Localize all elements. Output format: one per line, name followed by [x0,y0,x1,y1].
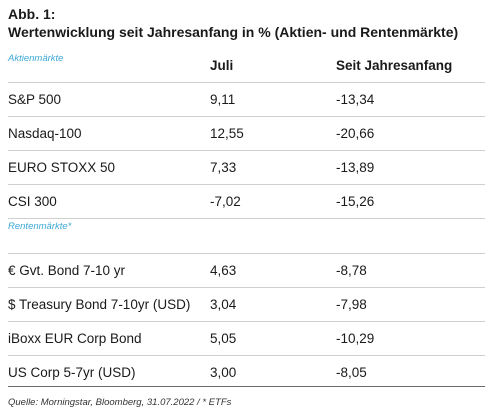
table-row: Nasdaq-100 12,55 -20,66 [8,117,485,151]
figure-title: Wertenwicklung seit Jahresanfang in % (A… [8,24,459,40]
row-ytd-value: -13,89 [336,160,375,175]
table-row: € Gvt. Bond 7-10 yr 4,63 -8,78 [8,254,485,288]
source-note: Quelle: Morningstar, Bloomberg, 31.07.20… [8,397,232,408]
table-row: US Corp 5-7yr (USD) 3,00 -8,05 [8,356,485,389]
row-juli-value: 4,63 [210,263,237,278]
bottom-rule [8,386,485,387]
row-name: S&P 500 [8,92,62,107]
row-name: $ Treasury Bond 7-10yr (USD) [8,297,191,312]
section-label-aktienmaerkte: Aktienmärkte [8,53,64,64]
row-name: € Gvt. Bond 7-10 yr [8,263,126,278]
row-ytd-value: -20,66 [336,126,375,141]
table-row: iBoxx EUR Corp Bond 5,05 -10,29 [8,322,485,356]
section-header-row: Rentenmärkte* [8,219,485,254]
figure-label: Abb. 1: [8,6,56,22]
table-row: S&P 500 9,11 -13,34 [8,83,485,117]
row-name: US Corp 5-7yr (USD) [8,365,136,380]
table-row: $ Treasury Bond 7-10yr (USD) 3,04 -7,98 [8,288,485,322]
table-row: EURO STOXX 50 7,33 -13,89 [8,151,485,185]
table-row: CSI 300 -7,02 -15,26 [8,185,485,219]
row-name: iBoxx EUR Corp Bond [8,331,142,346]
section-label-rentenmaerkte: Rentenmärkte* [8,221,72,232]
row-name: EURO STOXX 50 [8,160,116,175]
row-name: CSI 300 [8,194,57,209]
row-ytd-value: -13,34 [336,92,375,107]
table-header-row: Aktienmärkte Juli Seit Jahresanfang [8,50,485,83]
row-juli-value: 7,33 [210,160,237,175]
row-juli-value: 3,00 [210,365,237,380]
row-ytd-value: -7,98 [336,297,367,312]
column-header-ytd: Seit Jahresanfang [336,58,453,73]
column-header-juli: Juli [210,58,234,73]
row-juli-value: -7,02 [210,194,241,209]
row-juli-value: 12,55 [210,126,244,141]
row-juli-value: 3,04 [210,297,237,312]
row-ytd-value: -8,78 [336,263,367,278]
row-name: Nasdaq-100 [8,126,82,141]
row-ytd-value: -8,05 [336,365,367,380]
performance-table: Aktienmärkte Juli Seit Jahresanfang S&P … [8,50,485,389]
row-juli-value: 5,05 [210,331,237,346]
row-ytd-value: -10,29 [336,331,375,346]
row-ytd-value: -15,26 [336,194,375,209]
row-juli-value: 9,11 [210,92,236,107]
